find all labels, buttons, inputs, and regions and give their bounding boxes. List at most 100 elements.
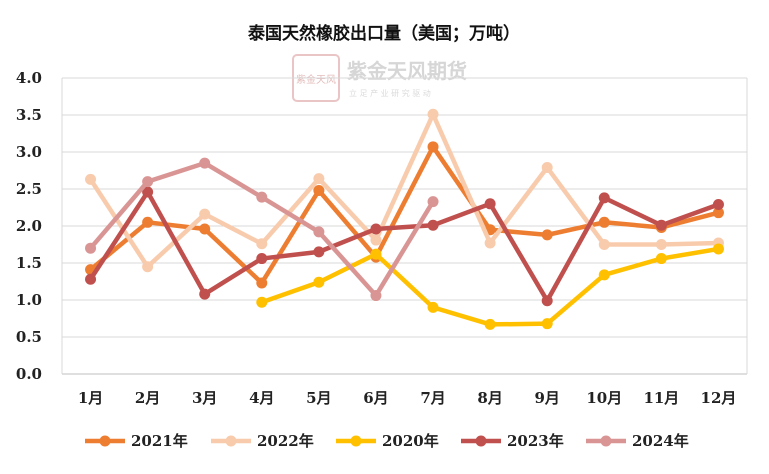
- series-layer: [85, 108, 724, 330]
- series-line: [88, 189, 721, 303]
- legend-swatch-marker: [350, 435, 362, 447]
- data-point: [598, 216, 610, 228]
- data-point: [199, 288, 211, 300]
- series-line: [88, 144, 721, 286]
- y-tick-label: 2.0: [16, 217, 42, 235]
- y-tick-label: 1.5: [16, 254, 42, 272]
- data-point: [370, 234, 382, 246]
- data-point: [256, 253, 268, 265]
- data-point: [598, 269, 610, 281]
- series-4: [85, 157, 439, 302]
- y-axis: 0.0 0.5 1.0 1.5 2.0 2.5 3.0 3.5 4.0: [16, 69, 42, 383]
- data-point: [598, 192, 610, 204]
- data-point: [256, 277, 268, 289]
- y-tick-label: 1.0: [16, 291, 42, 309]
- data-point: [313, 226, 325, 238]
- legend-label: 2020年: [382, 432, 439, 450]
- y-tick-label: 3.5: [16, 106, 42, 124]
- watermark-logo-text: 紫金天风: [296, 73, 336, 86]
- legend-swatch-marker: [475, 435, 487, 447]
- y-tick-label: 0.0: [16, 365, 42, 383]
- y-tick-label: 4.0: [16, 69, 42, 87]
- data-point: [142, 216, 154, 228]
- legend-label: 2023年: [507, 432, 564, 450]
- y-tick-label: 0.5: [16, 328, 42, 346]
- data-point: [598, 239, 610, 250]
- data-point: [427, 196, 439, 208]
- legend-swatch-marker: [225, 435, 237, 447]
- legend-item: 2021年: [85, 432, 188, 450]
- data-point: [199, 157, 211, 169]
- x-axis: 1月 2月 3月 4月 5月 6月 7月 8月 9月 10月 11月 12月: [78, 389, 737, 407]
- series-3: [85, 186, 724, 307]
- legend-swatch-marker: [99, 435, 111, 447]
- data-point: [199, 208, 211, 220]
- x-tick-label: 1月: [78, 389, 103, 407]
- x-tick-label: 9月: [534, 389, 559, 407]
- legend-item: 2024年: [586, 432, 689, 450]
- data-point: [256, 296, 268, 308]
- watermark: 紫金天风 紫金天风期货 立 足 产 业 研 究 驱 动: [292, 54, 467, 102]
- series-line: [259, 246, 721, 327]
- series-0: [85, 141, 724, 289]
- x-tick-label: 2月: [135, 389, 160, 407]
- data-point: [655, 219, 667, 231]
- data-point: [370, 248, 382, 260]
- data-point: [655, 239, 667, 250]
- legend-label: 2021年: [131, 432, 188, 450]
- y-tick-label: 3.0: [16, 143, 42, 161]
- data-point: [370, 290, 382, 302]
- data-point: [427, 301, 439, 313]
- data-point: [484, 318, 496, 330]
- data-point: [313, 173, 325, 185]
- data-point: [85, 173, 97, 185]
- data-point: [427, 219, 439, 231]
- x-tick-label: 7月: [420, 389, 445, 407]
- legend-label: 2024年: [632, 432, 689, 450]
- series-1: [85, 108, 724, 273]
- legend-label: 2022年: [257, 432, 314, 450]
- data-point: [541, 318, 553, 330]
- data-point: [541, 229, 553, 241]
- watermark-name: 紫金天风期货: [347, 59, 467, 83]
- chart-title: 泰国天然橡胶出口量（美国；万吨）: [248, 23, 520, 44]
- x-tick-label: 4月: [249, 389, 274, 407]
- series-line: [88, 112, 721, 269]
- data-point: [655, 253, 667, 265]
- x-tick-label: 12月: [701, 389, 737, 407]
- data-point: [313, 276, 325, 288]
- y-tick-label: 2.5: [16, 180, 42, 198]
- legend-swatch-marker: [600, 435, 612, 447]
- legend-item: 2022年: [211, 432, 314, 450]
- legend-item: 2023年: [461, 432, 564, 450]
- data-point: [712, 199, 724, 211]
- data-point: [142, 186, 154, 198]
- data-point: [85, 242, 97, 254]
- data-point: [313, 246, 325, 258]
- data-point: [484, 237, 496, 249]
- data-point: [199, 223, 211, 235]
- data-point: [541, 295, 553, 307]
- data-point: [427, 141, 439, 153]
- data-point: [313, 184, 325, 196]
- x-tick-label: 3月: [192, 389, 217, 407]
- data-point: [142, 261, 154, 273]
- x-tick-label: 11月: [643, 389, 679, 407]
- data-point: [427, 108, 439, 120]
- series-2: [256, 243, 724, 330]
- data-point: [256, 238, 268, 250]
- x-tick-label: 8月: [477, 389, 502, 407]
- legend-item: 2020年: [336, 432, 439, 450]
- data-point: [85, 273, 97, 285]
- data-point: [712, 207, 724, 219]
- data-point: [142, 176, 154, 188]
- legend: 2021年 2022年 2020年 2023年 2024年: [85, 432, 689, 450]
- data-point: [484, 198, 496, 210]
- x-tick-label: 6月: [363, 389, 388, 407]
- data-point: [712, 243, 724, 255]
- x-tick-label: 10月: [586, 389, 622, 407]
- x-tick-label: 5月: [306, 389, 331, 407]
- watermark-slogan: 立 足 产 业 研 究 驱 动: [349, 88, 431, 98]
- data-point: [541, 162, 553, 174]
